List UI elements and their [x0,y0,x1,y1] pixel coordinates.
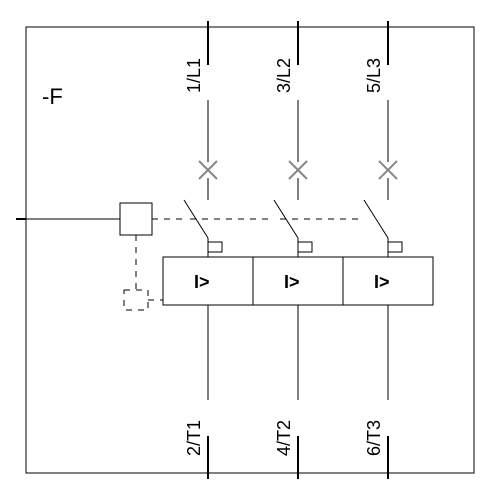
circuit-breaker-schematic: -F 1/L1 I> 2/T1 3/L2 I> 4/T2 5/L3 I> 6/T3 [0,0,500,500]
pole-2: 3/L2 I> 4/T2 [253,21,364,479]
bottom-terminal-label: 2/T1 [184,420,204,456]
top-terminal-label: 5/L3 [364,58,384,93]
pole-1: 1/L1 I> 2/T1 [163,21,274,479]
top-terminal-label: 1/L1 [184,58,204,93]
pole-3: 5/L3 I> 6/T3 [343,21,433,479]
relay-symbol-text: I> [284,272,300,292]
top-terminal-label: 3/L2 [274,58,294,93]
relay-symbol-text: I> [374,272,390,292]
drawing-frame [26,27,474,473]
device-designator: -F [42,84,63,109]
bottom-terminal-label: 4/T2 [274,420,294,456]
relay-symbol-text: I> [194,272,210,292]
poles-group: 1/L1 I> 2/T1 3/L2 I> 4/T2 5/L3 I> 6/T3 [163,21,433,479]
bottom-terminal-label: 6/T3 [364,420,384,456]
mechanical-linkage [16,203,184,310]
